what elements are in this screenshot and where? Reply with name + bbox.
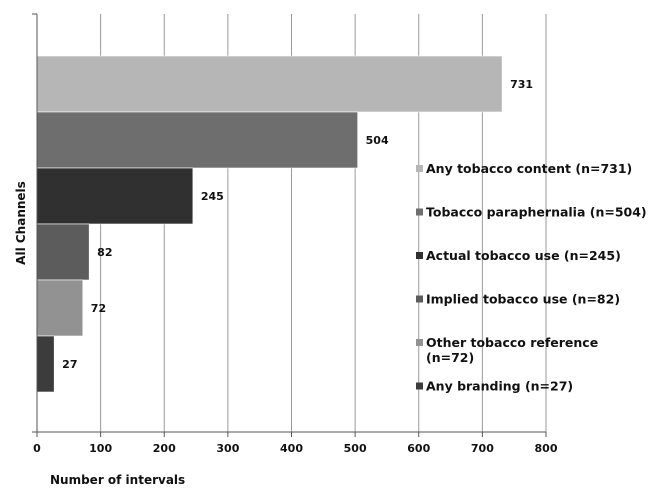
bar-value-label: 245 (201, 190, 224, 203)
bar-value-label: 72 (91, 302, 106, 315)
x-tick-label: 600 (407, 442, 430, 455)
y-axis-title: All Channels (14, 181, 28, 265)
bar (36, 335, 55, 393)
bar (36, 55, 503, 113)
x-axis-title: Number of intervals (50, 473, 185, 487)
bar-value-label: 504 (366, 134, 389, 147)
legend-swatch (416, 252, 423, 259)
legend-swatch (416, 382, 423, 390)
legend-swatch (416, 165, 423, 172)
x-tick-label: 300 (216, 442, 239, 455)
legend-label: Any tobacco content (n=731) (426, 161, 632, 176)
legend: Any tobacco content (n=731) Tobacco parap… (416, 161, 647, 394)
bars: 731 504 245 82 72 27 (36, 55, 533, 393)
bar (36, 111, 358, 169)
x-tick-label: 0 (33, 442, 41, 455)
bar (36, 223, 90, 281)
legend-label: Any branding (n=27) (426, 379, 573, 394)
legend-label: Actual tobacco use (n=245) (426, 248, 621, 263)
legend-label: Implied tobacco use (n=82) (426, 292, 620, 307)
bar-value-label: 82 (97, 246, 112, 259)
bar-value-label: 731 (510, 78, 533, 91)
legend-swatch (416, 208, 423, 216)
x-tick-label: 200 (153, 442, 176, 455)
bar (36, 279, 84, 337)
x-tick-label: 500 (344, 442, 367, 455)
bar (36, 167, 194, 225)
legend-swatch (416, 295, 423, 303)
legend-label: (n=72) (426, 350, 474, 365)
legend-swatch (416, 339, 423, 346)
x-tick-label: 100 (89, 442, 112, 455)
axes: 0 100 200 300 400 500 600 700 800 (32, 13, 558, 455)
x-tick-label: 400 (280, 442, 303, 455)
legend-label: Other tobacco reference (426, 335, 598, 350)
x-tick-label: 700 (471, 442, 494, 455)
legend-label: Tobacco paraphernalia (n=504) (426, 205, 647, 220)
bar-value-label: 27 (62, 358, 77, 371)
x-tick-label: 800 (535, 442, 558, 455)
